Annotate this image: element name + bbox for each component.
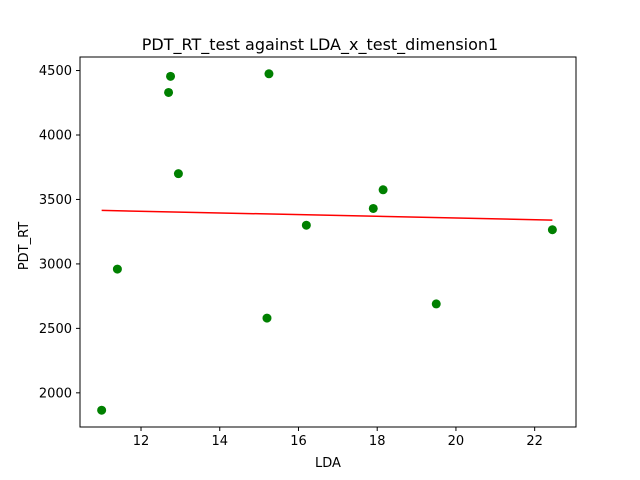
data-point — [97, 405, 107, 415]
y-tick-label: 3500 — [39, 193, 72, 208]
y-tick-label: 4000 — [39, 128, 72, 143]
y-tick-label: 3000 — [39, 257, 72, 272]
x-tick-label: 20 — [448, 434, 465, 449]
axes-frame — [79, 56, 577, 428]
data-point — [368, 203, 378, 213]
chart-title: PDT_RT_test against LDA_x_test_dimension… — [142, 35, 498, 55]
x-tick-label: 22 — [526, 434, 543, 449]
y-tick-label: 2000 — [39, 386, 72, 401]
y-tick-label: 2500 — [39, 322, 72, 337]
y-axis-label: PDT_RT — [17, 222, 32, 270]
regression-line — [101, 209, 553, 221]
data-point — [301, 220, 311, 230]
data-point — [378, 185, 388, 195]
x-tick-label: 18 — [369, 434, 386, 449]
data-point — [173, 169, 183, 179]
data-point — [164, 87, 174, 97]
x-tick-label: 14 — [211, 434, 228, 449]
data-point — [431, 299, 441, 309]
x-axis-label: LDA — [315, 456, 341, 471]
y-tick-label: 4500 — [39, 64, 72, 79]
data-point — [112, 264, 122, 274]
x-tick-label: 12 — [133, 434, 150, 449]
plot-area: 12 14 16 18 20 22 2000 2500 3000 3500 4000 4500 — [39, 56, 577, 449]
data-point — [264, 69, 274, 79]
data-point — [166, 71, 176, 81]
x-tick-label: 16 — [290, 434, 307, 449]
data-point — [547, 225, 557, 235]
data-point — [262, 313, 272, 323]
